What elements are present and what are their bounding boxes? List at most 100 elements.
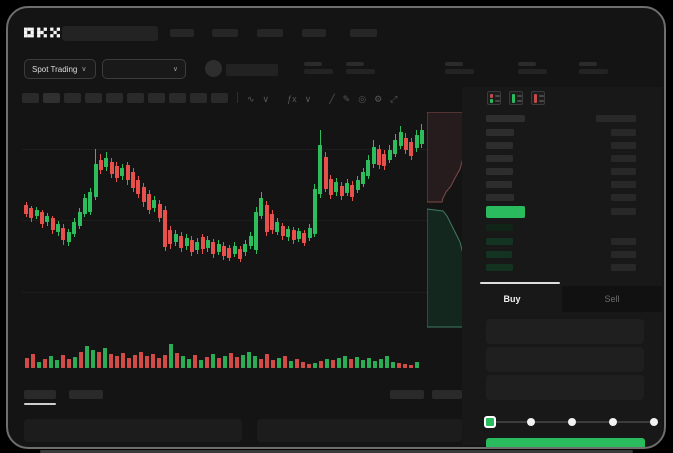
bid-price[interactable] xyxy=(486,264,513,271)
candle xyxy=(345,183,349,193)
nav-item[interactable] xyxy=(257,29,283,37)
volume-bar xyxy=(265,354,269,368)
ask-amount[interactable] xyxy=(611,142,636,149)
ask-amount[interactable] xyxy=(611,129,636,136)
search-input[interactable] xyxy=(62,26,158,41)
ask-price[interactable] xyxy=(486,168,513,175)
candle xyxy=(136,180,141,194)
volume-bar xyxy=(133,355,137,368)
timeframe-button[interactable] xyxy=(211,92,228,103)
buy-submit-button[interactable] xyxy=(486,438,645,447)
ask-price[interactable] xyxy=(486,181,512,188)
combined-book-icon[interactable] xyxy=(487,91,501,105)
ask-price[interactable] xyxy=(486,142,513,149)
candle xyxy=(195,242,200,250)
chart-gridline xyxy=(22,220,434,221)
draw-tool-icon[interactable]: ✎ xyxy=(342,93,351,104)
candle-style-icon[interactable]: ∿ xyxy=(247,93,255,104)
timeframe-button[interactable] xyxy=(64,92,81,103)
bid-price[interactable] xyxy=(486,224,513,231)
chevron-down-icon[interactable]: ∨ xyxy=(304,93,312,104)
amount-slider[interactable] xyxy=(484,415,658,429)
orderbook-amount-header[interactable] xyxy=(596,115,636,122)
sells-book-icon[interactable] xyxy=(531,91,545,105)
bid-amount[interactable] xyxy=(611,251,636,258)
tab-sell[interactable]: Sell xyxy=(562,286,662,312)
tab-open-orders[interactable] xyxy=(24,390,56,399)
tab-buy[interactable]: Buy xyxy=(503,294,521,304)
candle xyxy=(371,147,376,164)
chevron-down-icon[interactable]: ∨ xyxy=(262,93,270,104)
volume-bar xyxy=(79,352,83,368)
bid-price[interactable] xyxy=(486,238,513,245)
timeframe-button[interactable] xyxy=(127,92,144,103)
slider-stop[interactable] xyxy=(568,418,576,426)
candlestick-chart[interactable] xyxy=(22,112,434,344)
timeframe-button[interactable] xyxy=(169,92,186,103)
candle xyxy=(307,228,312,238)
orderbook-price-header[interactable] xyxy=(486,115,525,122)
line-tool-icon[interactable]: ╱ xyxy=(329,93,335,104)
nav-item[interactable] xyxy=(212,29,238,37)
nav-item[interactable] xyxy=(170,29,194,37)
trade-tabs: Buy Sell xyxy=(462,286,662,312)
volume-bar xyxy=(61,355,65,368)
volume-bar xyxy=(325,359,329,368)
last-price-amount[interactable] xyxy=(611,208,636,215)
volume-bar xyxy=(397,363,401,368)
order-input-field[interactable] xyxy=(486,375,644,400)
nav-item[interactable] xyxy=(302,29,326,37)
candle xyxy=(355,180,360,190)
candle xyxy=(40,212,44,224)
timeframe-button[interactable] xyxy=(43,92,60,103)
ask-price[interactable] xyxy=(486,129,514,136)
volume-bar xyxy=(49,356,53,368)
candle xyxy=(104,158,109,167)
orders-action-button[interactable] xyxy=(432,390,462,399)
slider-stop[interactable] xyxy=(609,418,617,426)
volume-bar xyxy=(409,365,413,368)
stat-24h-volume xyxy=(579,62,609,74)
settings-gear-icon[interactable]: ⚙ xyxy=(374,93,383,104)
ask-price[interactable] xyxy=(486,194,514,201)
candle xyxy=(163,210,168,247)
order-input-field[interactable] xyxy=(486,347,644,372)
volume-bar xyxy=(235,357,239,368)
fullscreen-icon[interactable]: ⤢ xyxy=(390,93,398,104)
order-input-field[interactable] xyxy=(486,319,644,344)
ask-amount[interactable] xyxy=(611,181,636,188)
slider-stop[interactable] xyxy=(650,418,658,426)
volume-bar xyxy=(247,352,251,368)
last-price-highlight[interactable] xyxy=(486,206,525,218)
ask-amount[interactable] xyxy=(611,194,636,201)
timeframe-button[interactable] xyxy=(190,92,207,103)
slider-stop[interactable] xyxy=(527,418,535,426)
bid-amount[interactable] xyxy=(611,238,636,245)
timeframe-button[interactable] xyxy=(148,92,165,103)
ask-amount[interactable] xyxy=(611,168,636,175)
bid-amount[interactable] xyxy=(611,264,636,271)
candle xyxy=(270,214,275,230)
orders-table-panel xyxy=(24,419,242,442)
slider-handle[interactable] xyxy=(484,416,496,428)
orders-filter-button[interactable] xyxy=(390,390,424,399)
ask-price[interactable] xyxy=(486,155,513,162)
tab-order-history[interactable] xyxy=(69,390,103,399)
timeframe-button[interactable] xyxy=(85,92,102,103)
ask-amount[interactable] xyxy=(611,155,636,162)
orderbook-scroll-indicator[interactable] xyxy=(480,282,560,284)
bid-price[interactable] xyxy=(486,251,512,258)
volume-bar xyxy=(295,359,299,368)
market-type-dropdown[interactable]: Spot Trading ∨ xyxy=(24,59,96,79)
pair-dropdown[interactable]: ∨ xyxy=(102,59,186,79)
nav-item[interactable] xyxy=(350,29,377,37)
indicators-icon[interactable]: ƒx xyxy=(287,93,297,104)
timeframe-button[interactable] xyxy=(22,92,39,103)
camera-icon[interactable]: ◎ xyxy=(358,93,367,104)
candle xyxy=(361,172,365,184)
candle xyxy=(72,222,77,234)
buys-book-icon[interactable] xyxy=(509,91,523,105)
timeframe-button[interactable] xyxy=(106,92,123,103)
volume-bar xyxy=(109,354,113,368)
candle xyxy=(157,204,162,218)
